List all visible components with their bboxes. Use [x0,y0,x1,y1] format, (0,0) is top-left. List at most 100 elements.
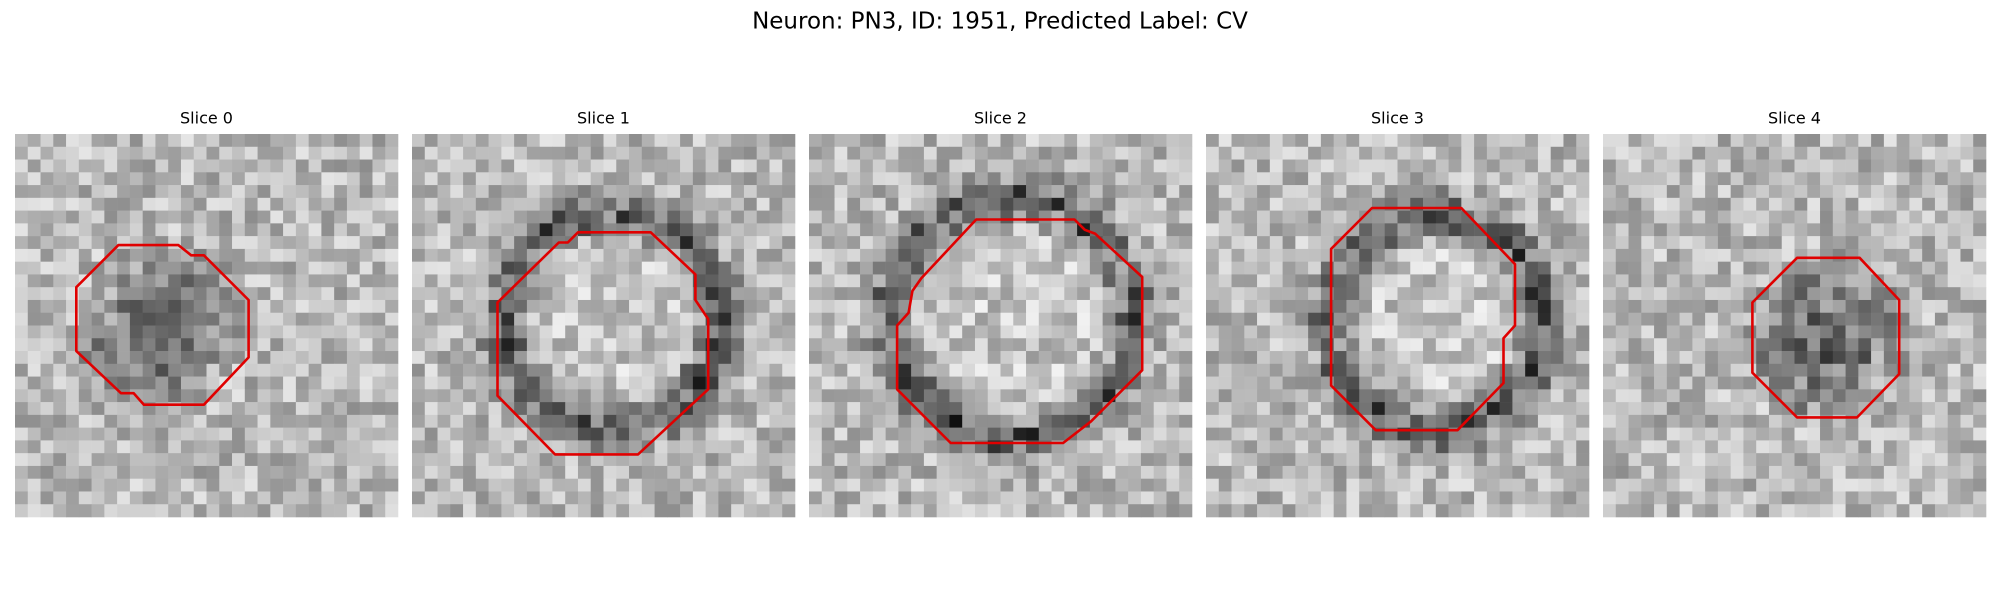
pixel [1858,159,1872,173]
pixel [1883,274,1897,288]
pixel [1537,453,1551,467]
pixel [193,287,207,301]
pixel [155,261,169,275]
pixel [142,146,156,160]
pixel [1102,453,1116,467]
pixel [1692,491,1706,505]
pixel [1525,389,1539,403]
pixel [334,478,348,492]
pixel [756,299,770,314]
pixel [1794,146,1808,160]
pixel [1743,197,1757,211]
pixel [1013,146,1027,160]
pixel [1269,427,1283,441]
pixel [1537,376,1551,390]
pixel [321,172,335,186]
pixel [936,414,950,428]
pixel [590,299,604,314]
pixel [1397,453,1411,467]
pixel [1359,223,1373,237]
pixel [1807,504,1821,518]
pixel [718,299,732,314]
pixel [424,236,438,250]
pixel [1960,402,1974,416]
pixel [295,465,309,479]
pixel [1679,402,1693,416]
pixel [809,440,823,454]
pixel [346,465,360,479]
pixel [295,491,309,505]
pixel [40,414,54,428]
pixel [962,146,976,160]
pixel [437,236,451,250]
pixel [1308,440,1322,454]
pixel [1051,299,1065,314]
pixel [1089,491,1103,505]
pixel [1537,134,1551,148]
pixel [283,440,297,454]
pixel [1794,440,1808,454]
pixel [1166,312,1180,326]
pixel [142,248,156,262]
pixel [346,299,360,314]
pixel [1896,376,1910,390]
pixel [526,491,540,505]
pixel [270,351,284,365]
pixel [1166,440,1180,454]
pixel [91,172,105,186]
pixel [1038,236,1052,250]
pixel [1257,402,1271,416]
pixel [923,299,937,314]
pixel [180,325,195,339]
pixel [412,491,426,505]
pixel [680,465,694,479]
pixel [1781,159,1795,173]
pixel [898,261,912,275]
pixel [1641,248,1655,262]
pixel [1563,453,1577,467]
pixel [308,376,322,390]
pixel [692,159,706,173]
pixel [1960,146,1974,160]
pixel [1474,363,1488,377]
pixel [539,491,553,505]
pixel [53,363,67,377]
pixel [1679,146,1693,160]
pixel [1794,223,1808,237]
pixel [769,274,783,288]
pixel [1038,453,1052,467]
pixel [1423,312,1437,326]
pixel [1051,376,1065,390]
pixel [756,440,770,454]
pixel [180,427,195,441]
pixel [1576,363,1590,377]
pixel [1461,299,1475,314]
pixel [40,248,54,262]
pixel [372,261,386,275]
pixel [667,504,681,518]
pixel [129,197,143,211]
pixel [680,453,694,467]
pixel [923,465,937,479]
pixel [1666,389,1680,403]
pixel [1768,351,1783,365]
pixel [1832,312,1846,326]
pixel [180,376,195,390]
pixel [949,402,963,416]
pixel [654,159,668,173]
pixel [1308,185,1322,199]
pixel [756,414,770,428]
pixel [1947,363,1961,377]
pixel [1692,236,1706,250]
pixel [1231,172,1245,186]
pixel [463,299,477,314]
pixel [1922,197,1936,211]
pixel [692,325,706,339]
pixel [1423,261,1437,275]
pixel [641,261,655,275]
pixel [385,134,399,148]
pixel [1026,134,1040,148]
pixel [1486,389,1500,403]
pixel [475,197,489,211]
pixel [1231,248,1245,262]
